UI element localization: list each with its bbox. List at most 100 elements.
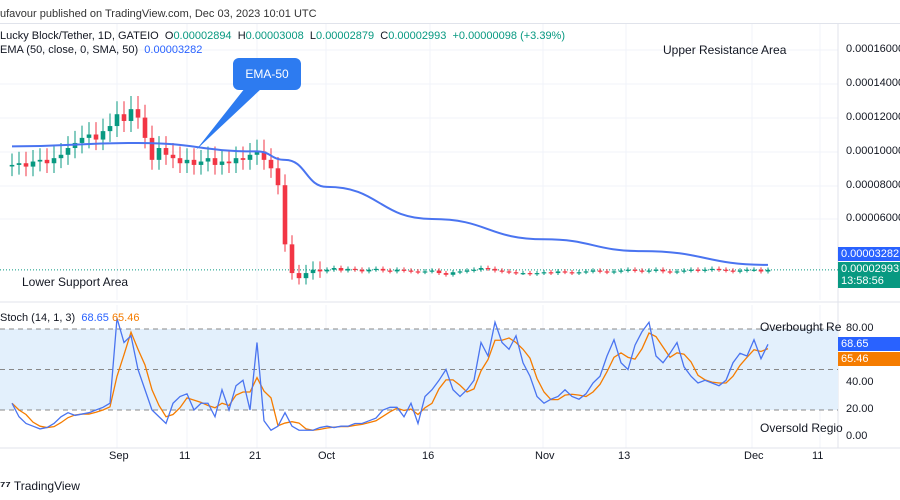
candle-body bbox=[555, 271, 561, 274]
candle-body bbox=[205, 158, 211, 162]
candle-body bbox=[149, 137, 155, 160]
open-value: 0.00002894 bbox=[173, 30, 232, 42]
stoch-d-value: 65.46 bbox=[111, 312, 140, 324]
candle-body bbox=[471, 269, 477, 271]
candle-body bbox=[79, 137, 85, 143]
candle-body bbox=[282, 185, 288, 245]
last-price: 0.00002993 bbox=[841, 263, 900, 275]
close-value: 0.00002993 bbox=[388, 30, 447, 42]
price-tick: 0.00016000 bbox=[846, 43, 900, 55]
candle-body bbox=[338, 268, 344, 271]
candle-body bbox=[9, 164, 15, 167]
candle-body bbox=[527, 273, 533, 275]
price-tick: 0.00012000 bbox=[846, 111, 900, 123]
candle-body bbox=[604, 271, 610, 273]
high-value: 0.00003008 bbox=[245, 30, 304, 42]
candle-body bbox=[653, 269, 659, 271]
candle-body bbox=[135, 109, 141, 118]
candle-body bbox=[723, 269, 729, 271]
symbol-name: Lucky Block/Tether, 1D, GATEIO bbox=[0, 30, 159, 42]
ema-price-tag: 0.00003282 bbox=[838, 247, 900, 261]
stoch-d-tag: 65.46 bbox=[838, 352, 900, 366]
candle-body bbox=[226, 161, 232, 164]
candle-body bbox=[660, 269, 666, 272]
candle-body bbox=[51, 158, 57, 164]
stoch-tick: 0.00 bbox=[846, 430, 868, 442]
candle-body bbox=[37, 159, 43, 162]
candle-body bbox=[709, 268, 715, 271]
ema-legend: EMA (50, close, 0, SMA, 50) 0.00003282 bbox=[0, 44, 202, 56]
candle-body bbox=[247, 154, 253, 160]
ema-label: EMA (50, close, 0, SMA, 50) bbox=[0, 44, 139, 56]
candle-body bbox=[611, 271, 617, 273]
stoch-tick: 80.00 bbox=[846, 322, 874, 334]
ema-value: 0.00003282 bbox=[144, 44, 203, 56]
candle-body bbox=[170, 154, 176, 159]
candle-body bbox=[296, 273, 302, 279]
candle-body bbox=[345, 268, 351, 271]
candle-body bbox=[233, 158, 239, 164]
candle-body bbox=[429, 270, 435, 272]
candle-body bbox=[478, 268, 484, 270]
oversold-label: Oversold Regio bbox=[760, 421, 843, 435]
low-label: L bbox=[309, 30, 317, 42]
candle-body bbox=[268, 159, 274, 169]
candle-body bbox=[632, 269, 638, 271]
candle-body bbox=[499, 270, 505, 272]
stoch-tick: 20.00 bbox=[846, 403, 874, 415]
candle-body bbox=[443, 273, 449, 275]
time-tick: 11 bbox=[179, 450, 191, 462]
candle-body bbox=[30, 161, 36, 167]
candle-body bbox=[737, 270, 743, 272]
candle-body bbox=[492, 268, 498, 271]
candle-body bbox=[513, 272, 519, 274]
candle-body bbox=[618, 270, 624, 272]
divider bbox=[0, 23, 900, 24]
candle-body bbox=[387, 270, 393, 272]
overbought-label: Overbought Re bbox=[760, 320, 842, 334]
candle-body bbox=[569, 272, 575, 274]
candle-body bbox=[702, 269, 708, 271]
candle-body bbox=[177, 158, 183, 164]
candle-body bbox=[625, 269, 631, 271]
tradingview-logo[interactable]: ⁷⁷ TradingView bbox=[0, 478, 80, 493]
candle-body bbox=[730, 270, 736, 272]
candle-body bbox=[86, 134, 92, 138]
price-tick: 0.00006000 bbox=[846, 212, 900, 224]
candle-body bbox=[275, 168, 281, 186]
candle-body bbox=[520, 273, 526, 275]
stoch-k-line bbox=[11, 318, 769, 432]
candle-body bbox=[359, 269, 365, 272]
candle-body bbox=[457, 271, 463, 273]
change-value: +0.00000098 (+3.39%) bbox=[452, 30, 566, 42]
close-label: C bbox=[380, 30, 389, 42]
candle-body bbox=[450, 272, 456, 275]
candle-body bbox=[758, 269, 764, 272]
low-value: 0.00002879 bbox=[316, 30, 375, 42]
candle-body bbox=[198, 161, 204, 165]
candle-body bbox=[765, 269, 771, 272]
candle-body bbox=[121, 114, 127, 121]
candle-body bbox=[261, 151, 267, 160]
candle-body bbox=[156, 148, 162, 160]
time-tick: Nov bbox=[535, 450, 555, 462]
time-tick: 16 bbox=[422, 450, 435, 462]
candle-body bbox=[16, 163, 22, 165]
candle-body bbox=[436, 270, 442, 274]
candle-body bbox=[366, 269, 372, 272]
brand-name: TradingView bbox=[13, 479, 80, 493]
candle-body bbox=[688, 269, 694, 271]
candle-body bbox=[639, 270, 645, 272]
candle-body bbox=[744, 269, 750, 271]
candle-body bbox=[590, 270, 596, 272]
time-tick: 11 bbox=[812, 450, 824, 462]
candle-body bbox=[548, 272, 554, 274]
candle-body bbox=[576, 272, 582, 274]
ema-callout-arrow bbox=[196, 88, 262, 150]
candle-body bbox=[114, 114, 120, 127]
candle-body bbox=[23, 163, 29, 167]
candle-body bbox=[464, 270, 470, 272]
stoch-label: Stoch (14, 1, 3) bbox=[0, 312, 76, 324]
